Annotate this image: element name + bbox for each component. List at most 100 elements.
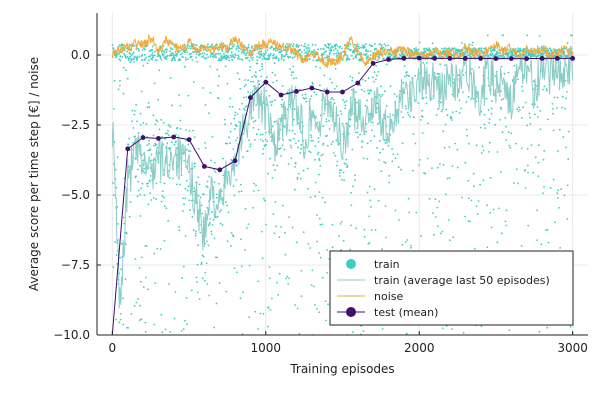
train-point	[360, 88, 363, 91]
train-point	[517, 47, 520, 49]
train-point	[288, 277, 290, 280]
train-point	[235, 125, 238, 128]
train-point	[554, 221, 556, 224]
train-point	[413, 48, 416, 50]
train-point	[264, 199, 266, 202]
train-point	[218, 182, 221, 185]
noise-line	[111, 33, 574, 68]
train-point	[537, 55, 539, 57]
test-mean-point	[232, 158, 238, 164]
train-point	[282, 59, 285, 62]
train-point	[540, 243, 543, 246]
train-point	[356, 43, 359, 46]
train-point	[252, 127, 255, 129]
train-point	[150, 153, 153, 156]
x-tick-label: 2000	[404, 341, 435, 355]
train-point	[239, 87, 242, 90]
train-point	[353, 43, 356, 46]
train-point	[340, 113, 343, 115]
train-point	[483, 113, 486, 116]
y-tick-label: −7.5	[61, 258, 90, 272]
train-point	[129, 55, 132, 58]
train-point	[378, 159, 380, 161]
train-point	[140, 280, 142, 283]
train-point	[247, 46, 250, 49]
train-point	[328, 128, 331, 130]
train-point	[566, 184, 569, 187]
train-point	[527, 224, 530, 227]
train-point	[343, 162, 346, 165]
train-point	[242, 156, 244, 159]
train-point	[171, 48, 174, 51]
train-point	[543, 150, 546, 152]
train-point	[144, 58, 146, 61]
train-point	[527, 171, 529, 174]
train-point	[238, 78, 241, 80]
train-point	[292, 71, 295, 74]
train-point	[324, 319, 327, 322]
train-point	[394, 157, 397, 160]
train-point	[542, 192, 544, 195]
train-point	[316, 308, 318, 310]
train-point	[189, 47, 192, 50]
train-point	[512, 54, 515, 57]
train-point	[126, 55, 129, 58]
train-point	[187, 94, 190, 97]
train-point	[215, 52, 218, 55]
train-point	[233, 43, 235, 46]
train-point	[179, 127, 182, 130]
train-point	[462, 91, 464, 93]
train-point	[291, 226, 294, 229]
train-point	[279, 50, 282, 53]
train-point	[198, 298, 201, 301]
train-point	[308, 58, 311, 61]
train-point	[249, 143, 252, 146]
train-point	[421, 109, 423, 112]
train-point	[138, 267, 141, 269]
train-point	[247, 223, 250, 226]
axes	[96, 13, 588, 336]
train-point	[448, 146, 451, 148]
train-point	[324, 300, 327, 303]
train-point	[489, 176, 492, 179]
train-point	[552, 178, 555, 181]
train-point	[136, 56, 139, 58]
train-point	[211, 224, 214, 226]
train-point	[416, 50, 418, 52]
train-point	[518, 106, 520, 109]
test-mean-point	[140, 135, 146, 141]
train-point	[396, 153, 399, 156]
train-point	[499, 119, 501, 121]
train-point	[204, 142, 207, 144]
train-point	[208, 222, 211, 224]
train-point	[526, 148, 529, 150]
train-point	[168, 124, 171, 127]
train-point	[517, 78, 520, 81]
train-point	[342, 239, 345, 242]
train-point	[145, 56, 148, 59]
train-point	[552, 129, 555, 132]
train-point	[262, 55, 265, 57]
train-point	[296, 176, 299, 179]
test-mean-point	[554, 56, 560, 61]
train-point	[407, 113, 410, 116]
train-point	[549, 187, 552, 189]
train-point	[146, 144, 149, 147]
train-point	[384, 142, 387, 144]
train-point	[291, 51, 293, 54]
train-point	[525, 52, 528, 54]
train-point	[404, 105, 407, 108]
train-point	[508, 50, 511, 52]
train-point	[141, 54, 144, 57]
train-point	[472, 97, 475, 100]
train-point	[169, 330, 172, 333]
train-point	[137, 180, 140, 183]
train-point	[298, 333, 301, 335]
train-point	[269, 309, 272, 311]
train-point	[558, 128, 561, 131]
train-point	[139, 193, 142, 196]
train-point	[211, 135, 214, 138]
train-point	[182, 210, 184, 213]
train-point	[317, 140, 320, 143]
train-point	[213, 181, 216, 184]
